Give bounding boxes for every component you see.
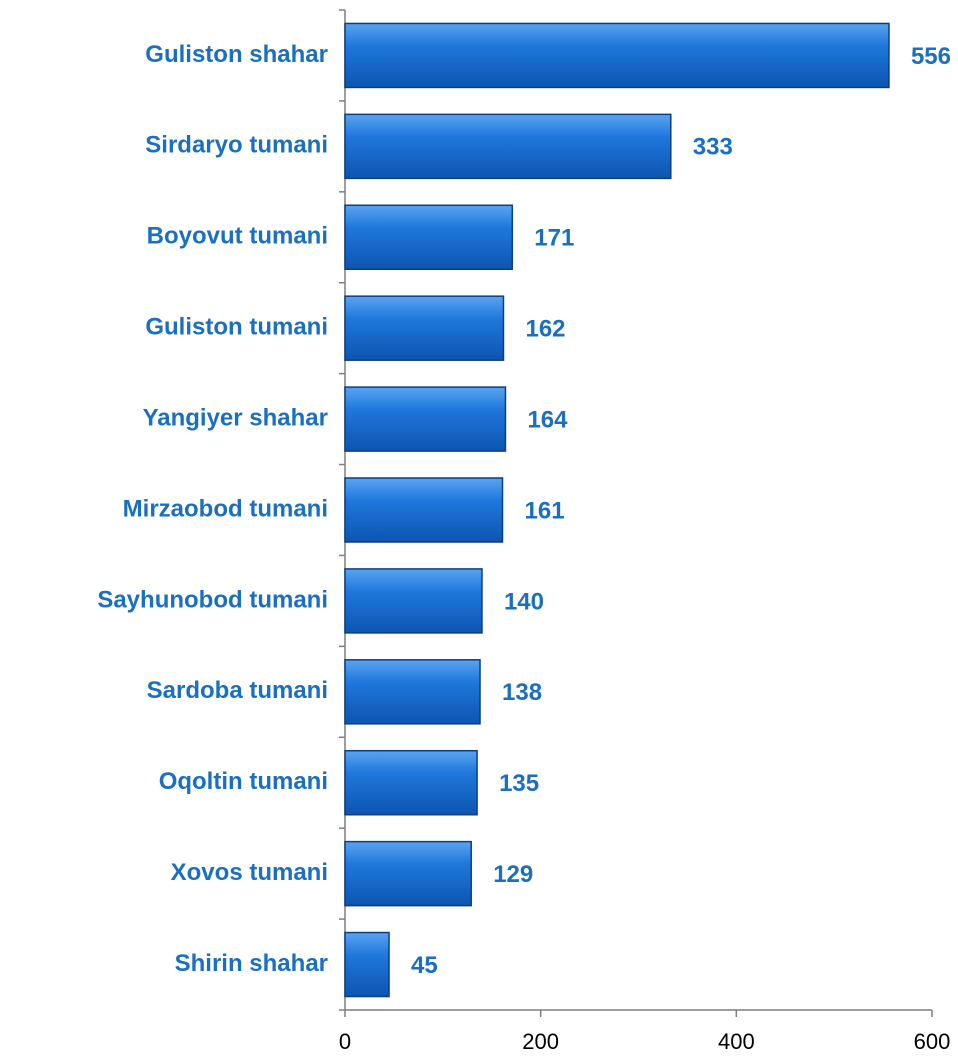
y-tick-label: Oqoltin tumani	[159, 768, 328, 795]
y-tick-label: Guliston tumani	[145, 314, 328, 341]
y-tick-label: Sirdaryo tumani	[145, 132, 328, 159]
y-tick-label: Yangiyer shahar	[143, 404, 328, 431]
value-label: 138	[502, 679, 542, 706]
bar	[344, 295, 505, 361]
value-label: 162	[525, 316, 565, 343]
x-tick-label: 600	[914, 1029, 951, 1054]
bar	[344, 931, 390, 998]
y-tick-label: Boyovut tumani	[147, 223, 328, 250]
value-label: 333	[693, 134, 733, 161]
y-tick-label: Xovos tumani	[171, 859, 328, 886]
y-tick-label: Mirzaobod tumani	[123, 495, 328, 522]
bar	[344, 386, 507, 452]
value-label: 140	[504, 588, 544, 615]
value-label: 164	[527, 406, 568, 433]
y-tick-label: Sayhunobod tumani	[97, 586, 328, 613]
value-label: 171	[534, 225, 574, 252]
bar	[344, 477, 504, 543]
value-label: 129	[493, 861, 533, 888]
y-tick-label: Shirin shahar	[175, 950, 328, 977]
bar	[344, 840, 472, 907]
x-tick-label: 200	[522, 1029, 559, 1054]
bar	[344, 568, 483, 634]
value-label: 45	[411, 952, 438, 979]
y-tick-label: Sardoba tumani	[147, 677, 328, 704]
bar	[344, 22, 890, 89]
x-tick-label: 0	[339, 1029, 351, 1054]
x-tick-label: 400	[718, 1029, 755, 1054]
value-label: 135	[499, 770, 539, 797]
y-tick-label: Guliston shahar	[145, 41, 328, 68]
bar	[344, 749, 478, 816]
bar	[344, 659, 481, 725]
value-label: 161	[525, 497, 565, 524]
bar	[344, 204, 514, 271]
value-label: 556	[911, 43, 951, 70]
bar	[344, 113, 672, 180]
